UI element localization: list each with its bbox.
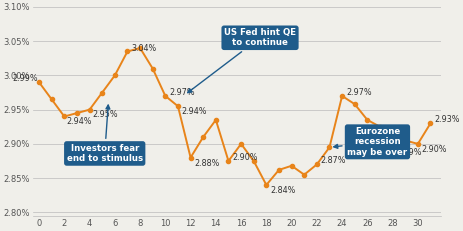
Text: 2.93%: 2.93%	[433, 116, 459, 125]
Text: Investors fear
end to stimulus: Investors fear end to stimulus	[67, 105, 143, 163]
Text: 2.90%: 2.90%	[232, 153, 257, 162]
Text: 2.95%: 2.95%	[92, 110, 118, 119]
Text: 2.89%: 2.89%	[395, 148, 421, 157]
Text: 2.94%: 2.94%	[67, 117, 92, 126]
Text: 2.97%: 2.97%	[345, 88, 371, 97]
Text: 2.87%: 2.87%	[320, 156, 345, 165]
Text: 2.99%: 2.99%	[12, 74, 38, 83]
Text: 2.88%: 2.88%	[194, 158, 219, 167]
Text: 2.84%: 2.84%	[269, 186, 295, 195]
Text: 2.90%: 2.90%	[421, 145, 446, 154]
Text: 2.94%: 2.94%	[181, 106, 207, 116]
Text: 3.04%: 3.04%	[131, 43, 156, 52]
Text: Eurozone
recession
may be over: Eurozone recession may be over	[333, 127, 407, 157]
Text: US Fed hint QE
to continue: US Fed hint QE to continue	[188, 28, 295, 93]
Text: 2.97%: 2.97%	[169, 88, 194, 97]
